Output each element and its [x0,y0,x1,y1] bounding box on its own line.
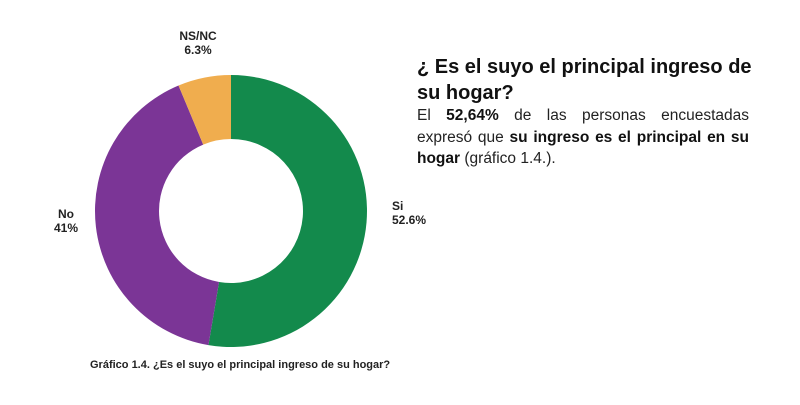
slice-ns-nc [178,75,231,145]
summary-text-1: El [417,107,447,124]
slice-no [94,85,220,346]
slice-value-no: 41% [54,221,78,235]
slice-si [208,75,367,347]
slice-value-ns-nc: 6.3% [184,43,212,57]
slice-label-no: No [58,207,74,221]
slice-label-ns-nc: NS/NC [179,29,217,43]
question-heading: ¿ Es el suyo el principal ingreso de su … [417,56,752,104]
chart-caption: Gráfico 1.4. ¿Es el suyo el principal in… [90,359,391,371]
summary-text-3: (gráfico 1.4.). [460,150,556,167]
summary-paragraph: El 52,64% de las personas encuestadas ex… [417,105,749,170]
slice-label-si: Si [392,199,403,213]
slice-value-si: 52.6% [392,213,426,227]
summary-text-2: de las personas encuestadas expresó que [417,107,749,146]
summary-highlight-statement: su ingreso es el principal en su hogar [417,128,749,168]
summary-highlight-percent: 52,64% [446,107,499,124]
